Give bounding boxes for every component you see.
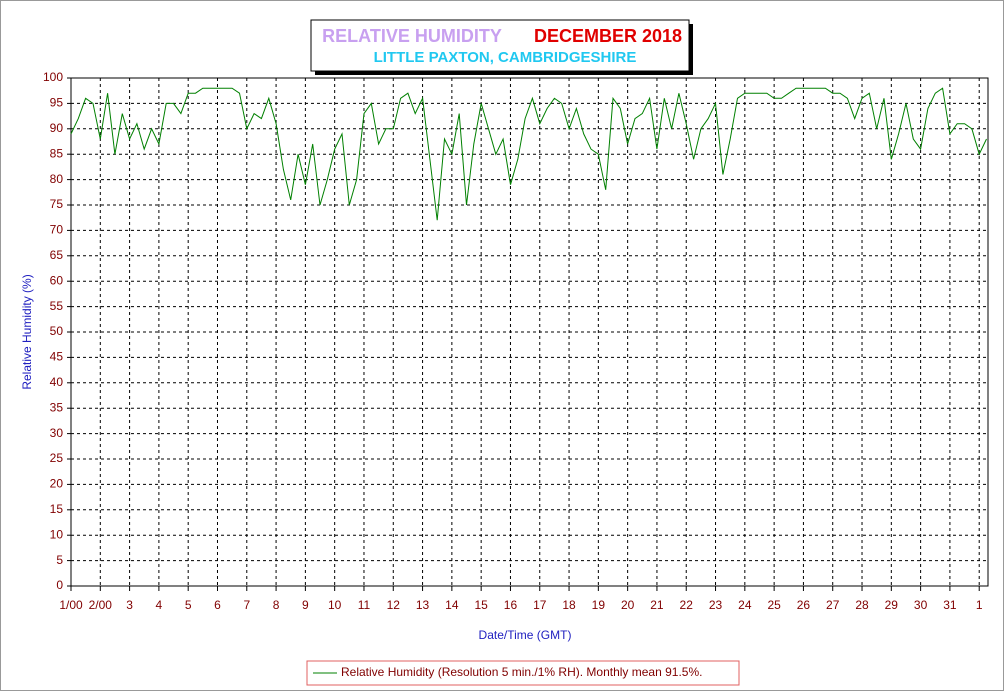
x-tick-label: 28: [855, 598, 869, 612]
x-tick-label: 18: [562, 598, 576, 612]
x-tick-label: 16: [504, 598, 518, 612]
x-tick-label: 7: [243, 598, 250, 612]
y-tick-label: 50: [50, 324, 64, 338]
x-tick-label: 1/00: [59, 598, 83, 612]
y-tick-label: 65: [50, 248, 64, 262]
x-tick-label: 20: [621, 598, 635, 612]
x-tick-label: 6: [214, 598, 221, 612]
y-tick-label: 70: [50, 223, 64, 237]
y-axis-label: Relative Humidity (%): [20, 274, 34, 389]
x-tick-label: 26: [797, 598, 811, 612]
x-tick-label: 14: [445, 598, 459, 612]
y-tick-label: 20: [50, 477, 64, 491]
y-tick-label: 5: [56, 553, 63, 567]
x-tick-label: 24: [738, 598, 752, 612]
data-line: [70, 87, 987, 221]
x-tick-label: 9: [302, 598, 309, 612]
x-tick-label: 10: [328, 598, 342, 612]
x-tick-label: 2/00: [89, 598, 113, 612]
x-tick-label: 31: [943, 598, 957, 612]
chart-subtitle: LITTLE PAXTON, CAMBRIDGESHIRE: [374, 49, 637, 66]
y-tick-label: 10: [50, 527, 64, 541]
x-tick-label: 3: [126, 598, 133, 612]
x-tick-label: 15: [474, 598, 488, 612]
x-tick-label: 25: [767, 598, 781, 612]
x-tick-label: 17: [533, 598, 547, 612]
legend-label: Relative Humidity (Resolution 5 min./1% …: [341, 665, 702, 679]
y-tick-label: 55: [50, 299, 64, 313]
y-tick-label: 0: [56, 578, 63, 592]
x-tick-label: 12: [387, 598, 401, 612]
y-tick-label: 85: [50, 146, 64, 160]
x-tick-label: 21: [650, 598, 664, 612]
y-tick-label: 80: [50, 172, 64, 186]
legend-box: [306, 660, 740, 686]
x-tick-label: 1: [976, 598, 983, 612]
y-tick-label: 95: [50, 96, 64, 110]
x-axis-label: Date/Time (GMT): [479, 628, 572, 642]
x-tick-label: 27: [826, 598, 840, 612]
x-tick-label: 19: [592, 598, 606, 612]
x-tick-label: 8: [273, 598, 280, 612]
y-tick-label: 60: [50, 273, 64, 287]
y-tick-label: 35: [50, 400, 64, 414]
x-tick-label: 22: [680, 598, 694, 612]
y-tick-label: 45: [50, 350, 64, 364]
x-tick-label: 4: [156, 598, 163, 612]
chart-title: RELATIVE HUMIDITY: [322, 26, 502, 46]
x-tick-label: 13: [416, 598, 430, 612]
x-tick-label: 29: [885, 598, 899, 612]
y-tick-label: 75: [50, 197, 64, 211]
y-tick-label: 90: [50, 121, 64, 135]
y-tick-label: 40: [50, 375, 64, 389]
x-tick-label: 23: [709, 598, 723, 612]
chart-title-month: DECEMBER 2018: [534, 26, 682, 46]
x-tick-label: 5: [185, 598, 192, 612]
y-tick-label: 30: [50, 426, 64, 440]
y-tick-label: 15: [50, 502, 64, 516]
title-box: [310, 19, 690, 72]
y-tick-label: 25: [50, 451, 64, 465]
y-tick-label: 100: [43, 70, 63, 84]
x-tick-label: 11: [358, 598, 371, 612]
x-tick-label: 30: [914, 598, 928, 612]
